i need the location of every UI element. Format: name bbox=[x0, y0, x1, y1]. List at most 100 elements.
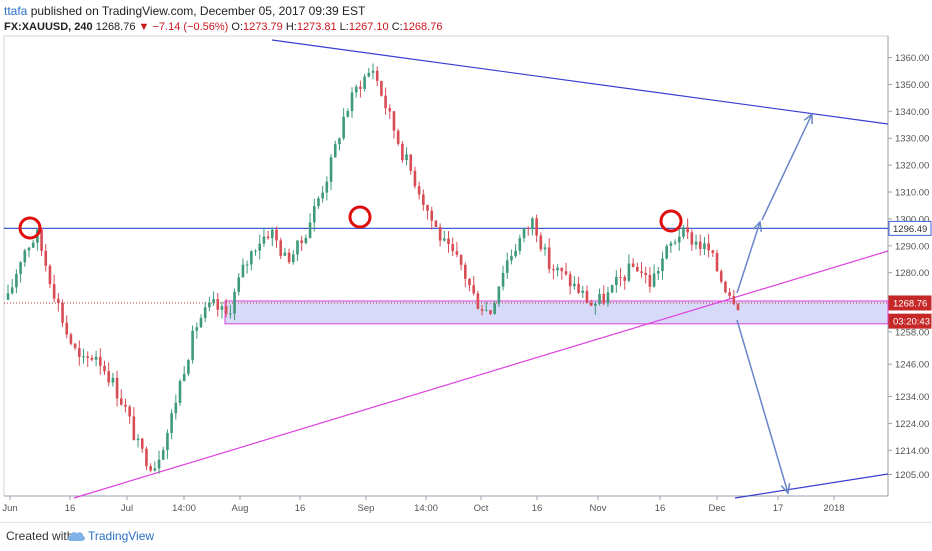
candle bbox=[560, 267, 564, 280]
time-tick-label: 14:00 bbox=[172, 503, 196, 514]
price-label-box bbox=[888, 220, 932, 236]
candle bbox=[518, 234, 522, 255]
highlight-circle[interactable] bbox=[659, 209, 683, 233]
candle bbox=[736, 303, 740, 311]
candle-body bbox=[409, 154, 413, 171]
candle bbox=[396, 128, 400, 146]
time-tick-label: Sep bbox=[358, 503, 375, 514]
candle bbox=[48, 264, 52, 288]
candle-body bbox=[10, 287, 14, 294]
price-label-text: 03:20:43 bbox=[893, 317, 930, 328]
candle bbox=[266, 230, 270, 240]
highlight-circle[interactable] bbox=[348, 205, 372, 229]
candle bbox=[484, 301, 488, 312]
candle-body bbox=[333, 144, 337, 158]
price-tick-label: 1246.00 bbox=[895, 360, 929, 371]
price-tick-label: 1350.00 bbox=[895, 80, 929, 91]
candle bbox=[170, 409, 173, 440]
candle-body bbox=[220, 306, 224, 310]
candle-body bbox=[602, 293, 606, 304]
low-label: L: bbox=[339, 21, 349, 33]
candle bbox=[480, 304, 484, 316]
candle bbox=[417, 181, 421, 200]
candle-body bbox=[212, 299, 215, 303]
candle-body bbox=[690, 232, 694, 245]
support-zone[interactable] bbox=[224, 300, 889, 325]
price-chart[interactable]: 1205.00 1214.00 1224.00 1234.00 1246.00 1258.… bbox=[0, 0, 932, 522]
arrow-down[interactable] bbox=[736, 319, 791, 495]
highlight-circle[interactable] bbox=[18, 216, 42, 240]
candle-body bbox=[556, 267, 559, 271]
candle-body bbox=[86, 356, 90, 358]
candle-body bbox=[31, 242, 35, 248]
time-tick-label: 14:00 bbox=[414, 503, 438, 514]
candle-body bbox=[136, 438, 140, 441]
candle bbox=[271, 227, 274, 247]
candle-body bbox=[673, 242, 677, 244]
candle-body bbox=[128, 406, 131, 417]
candle-body bbox=[199, 317, 203, 328]
candle-body bbox=[707, 243, 710, 251]
arrow-up-1[interactable] bbox=[736, 220, 763, 294]
candle-body bbox=[119, 398, 123, 405]
candle-body bbox=[652, 273, 656, 287]
candle bbox=[690, 229, 694, 251]
candle-body bbox=[401, 143, 404, 161]
candle bbox=[489, 309, 492, 315]
close-label: C: bbox=[391, 21, 403, 33]
candle-body bbox=[19, 262, 22, 274]
upper-trendline[interactable] bbox=[271, 39, 889, 125]
open-label: O: bbox=[231, 21, 244, 33]
candle-body bbox=[501, 272, 505, 287]
time-tick-label: Nov bbox=[590, 503, 607, 514]
candle bbox=[594, 301, 597, 315]
candle bbox=[182, 366, 186, 382]
tradingview-brand-link[interactable]: TradingView bbox=[88, 529, 155, 543]
arrowhead-icon bbox=[803, 112, 813, 125]
arrow-shaft bbox=[736, 319, 789, 494]
candle bbox=[388, 104, 392, 119]
candle bbox=[677, 228, 681, 251]
candle bbox=[728, 288, 731, 299]
candle-body bbox=[619, 276, 622, 278]
candle bbox=[665, 244, 668, 260]
candle-body bbox=[526, 227, 530, 229]
candle-body bbox=[384, 95, 387, 109]
candle-body bbox=[388, 108, 392, 112]
candle-body bbox=[443, 238, 446, 241]
candle-body bbox=[459, 254, 463, 265]
candle bbox=[233, 288, 236, 321]
time-tick-label: Aug bbox=[232, 503, 249, 514]
candle bbox=[65, 315, 69, 339]
candle bbox=[216, 292, 220, 317]
candle-body bbox=[610, 285, 614, 293]
candle bbox=[338, 137, 341, 151]
candle-body bbox=[715, 252, 719, 272]
candle bbox=[371, 63, 375, 80]
candle-body bbox=[354, 86, 358, 93]
candle-body bbox=[195, 327, 199, 331]
arrow-up-2[interactable] bbox=[761, 112, 813, 221]
arrowhead-icon bbox=[780, 483, 791, 495]
author-link[interactable]: ttafa bbox=[4, 4, 28, 18]
candle-body bbox=[61, 303, 64, 323]
time-tick-label: 17 bbox=[773, 503, 784, 514]
candle-body bbox=[157, 459, 161, 469]
candle bbox=[128, 404, 131, 424]
candle-body bbox=[476, 293, 480, 310]
candle bbox=[287, 248, 291, 265]
candle bbox=[27, 246, 31, 258]
candle-body bbox=[44, 250, 48, 266]
candle-body bbox=[447, 238, 450, 244]
bottom-trendline[interactable] bbox=[734, 473, 889, 499]
lower-trendline[interactable] bbox=[73, 250, 889, 499]
candle bbox=[52, 274, 56, 303]
time-tick-label: 16 bbox=[655, 503, 666, 514]
candle-body bbox=[208, 302, 211, 308]
candle-body bbox=[283, 252, 287, 256]
candle-body bbox=[472, 285, 475, 294]
candle bbox=[15, 269, 18, 294]
candle-body bbox=[656, 271, 660, 274]
candle-body bbox=[405, 154, 408, 161]
footer-bar: Created with TradingView bbox=[0, 522, 932, 551]
